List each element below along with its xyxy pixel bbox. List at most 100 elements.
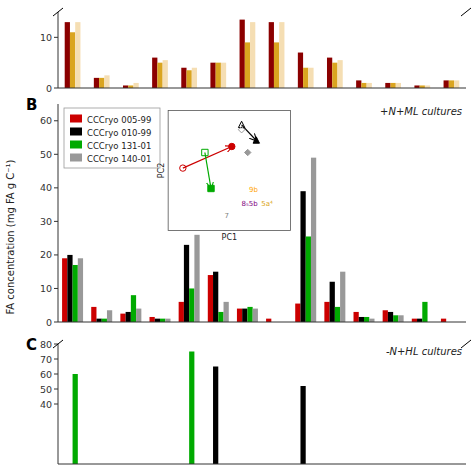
bar bbox=[308, 68, 313, 88]
bar bbox=[367, 83, 372, 88]
inset bbox=[168, 111, 290, 231]
bar bbox=[120, 314, 125, 322]
bar bbox=[67, 255, 72, 322]
bar bbox=[441, 319, 446, 322]
break-mark bbox=[53, 340, 63, 348]
bar bbox=[356, 80, 361, 88]
y-tick-label: 0 bbox=[46, 83, 52, 94]
bar bbox=[213, 367, 218, 465]
inset-marker bbox=[180, 165, 186, 171]
y-tick bbox=[54, 374, 58, 375]
bar bbox=[240, 20, 245, 88]
legend-swatch bbox=[70, 141, 82, 149]
bar bbox=[422, 302, 427, 322]
inset-label: 5a⁴ bbox=[261, 200, 273, 208]
legend-swatch bbox=[70, 128, 82, 136]
bar bbox=[388, 312, 393, 322]
bar bbox=[189, 288, 194, 322]
bar bbox=[412, 319, 417, 322]
y-tick-label: 50 bbox=[40, 384, 52, 395]
bar bbox=[303, 68, 308, 88]
panel: 4050607080-N+HL culturesC bbox=[26, 336, 471, 464]
bar bbox=[75, 22, 80, 88]
y-tick-label: 0 bbox=[46, 317, 52, 328]
bar bbox=[383, 310, 388, 322]
y-tick bbox=[54, 120, 58, 121]
inset-label: 8₅5b bbox=[242, 200, 259, 208]
inset-label: 9b bbox=[249, 186, 258, 194]
legend-label: CCCryo 005-99 bbox=[87, 115, 151, 125]
y-tick bbox=[54, 288, 58, 289]
chart-root: 0100102030405060+N+ML culturesFA concent… bbox=[0, 0, 474, 474]
panel-letter: B bbox=[26, 96, 37, 114]
bar bbox=[274, 42, 279, 88]
bar bbox=[449, 80, 454, 88]
y-tick-label: 60 bbox=[40, 369, 52, 380]
inset-arrow bbox=[205, 153, 211, 189]
y-tick bbox=[54, 322, 58, 323]
break-mark bbox=[461, 8, 471, 16]
y-axis-line bbox=[58, 104, 59, 322]
y-tick-label: 10 bbox=[40, 32, 52, 43]
bar bbox=[279, 22, 284, 88]
bar bbox=[160, 319, 165, 322]
y-axis-label: FA concentration (mg FA g C⁻¹) bbox=[5, 159, 16, 314]
inset-marker bbox=[238, 127, 244, 133]
y-tick bbox=[54, 37, 58, 38]
bar bbox=[91, 307, 96, 322]
legend-swatch bbox=[70, 154, 82, 162]
y-tick bbox=[54, 88, 58, 89]
bar bbox=[300, 191, 305, 322]
bar bbox=[131, 295, 136, 322]
bar bbox=[417, 319, 422, 322]
y-tick-label: 10 bbox=[40, 283, 52, 294]
panel: 0102030405060+N+ML culturesFA concentrat… bbox=[5, 96, 466, 328]
bar bbox=[189, 352, 194, 465]
bar bbox=[181, 68, 186, 88]
bar bbox=[361, 83, 366, 88]
bars bbox=[65, 20, 460, 88]
y-tick-label: 80 bbox=[40, 339, 52, 350]
bar bbox=[213, 272, 218, 322]
x-axis-line bbox=[58, 88, 466, 89]
break-mark bbox=[461, 340, 471, 348]
bar bbox=[327, 58, 332, 88]
bar bbox=[385, 83, 390, 88]
bar bbox=[96, 319, 101, 322]
inset-label: 7 bbox=[224, 212, 228, 220]
bar bbox=[218, 312, 223, 322]
bar bbox=[300, 386, 305, 464]
bar bbox=[224, 302, 229, 322]
bar bbox=[359, 317, 364, 322]
bar bbox=[396, 83, 401, 88]
bar bbox=[194, 235, 199, 322]
bar bbox=[398, 315, 403, 322]
bar bbox=[221, 63, 226, 88]
bar bbox=[163, 60, 168, 88]
bar bbox=[340, 272, 345, 322]
bar bbox=[155, 319, 160, 322]
bar bbox=[444, 80, 449, 88]
bar bbox=[391, 83, 396, 88]
bar bbox=[107, 310, 112, 322]
bar bbox=[187, 70, 192, 88]
inset-marker bbox=[202, 149, 208, 155]
bar bbox=[332, 63, 337, 88]
bar bbox=[99, 78, 104, 88]
y-tick-label: 50 bbox=[40, 149, 52, 160]
x-axis-line bbox=[58, 464, 466, 465]
y-tick bbox=[54, 154, 58, 155]
bar bbox=[210, 63, 215, 88]
bar bbox=[216, 63, 221, 88]
legend-label: CCCryo 010-99 bbox=[87, 128, 151, 138]
bar bbox=[237, 309, 242, 322]
panel-title: -N+HL cultures bbox=[386, 346, 462, 357]
bar bbox=[311, 158, 316, 322]
y-tick bbox=[54, 359, 58, 360]
y-tick-label: 40 bbox=[40, 182, 52, 193]
inset-marker bbox=[245, 149, 251, 155]
bar bbox=[247, 307, 252, 322]
bar bbox=[364, 317, 369, 322]
bar bbox=[250, 22, 255, 88]
bar bbox=[104, 75, 109, 88]
